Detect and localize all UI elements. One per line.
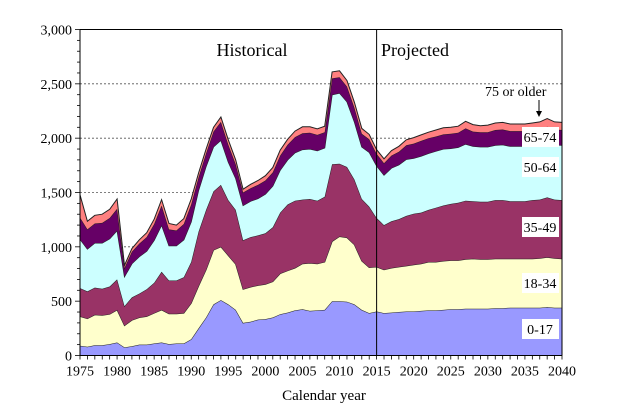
axis-ticks: 0 500 1,000 1,500 2,000 2,500 3,000 1975 1980 198… — [41, 24, 577, 380]
series-labels: 0-17 18-34 35-49 50-64 65-74 — [522, 127, 559, 339]
series-label-text: 50-64 — [524, 161, 557, 176]
y-tick-label: 3,000 — [41, 24, 73, 39]
region-label-historical: Historical — [217, 40, 288, 60]
x-tick-label: 2025 — [437, 365, 465, 380]
y-tick-label: 1,000 — [41, 241, 73, 256]
series-label-box — [522, 157, 559, 177]
x-tick-label: 2015 — [363, 365, 391, 380]
x-tick-label: 2005 — [288, 365, 316, 380]
series-label-50-64: 50-64 — [522, 157, 559, 177]
series-label-box — [522, 217, 559, 237]
x-tick-label: 2010 — [326, 365, 354, 380]
x-tick-label: 1990 — [177, 365, 205, 380]
x-tick-label: 2030 — [474, 365, 502, 380]
area-50-64 — [80, 93, 562, 307]
x-tick-label: 1975 — [66, 365, 94, 380]
area-18-34 — [80, 236, 562, 348]
x-tick-label: 2020 — [400, 365, 428, 380]
y-tick-label: 0 — [65, 350, 72, 365]
series-label-18-34: 18-34 — [522, 273, 559, 293]
series-label-text: 18-34 — [524, 277, 557, 292]
y-tick-label: 1,500 — [41, 187, 73, 202]
series-label-35-49: 35-49 — [522, 217, 559, 237]
series-label-0-17: 0-17 — [522, 319, 559, 339]
x-tick-label: 2040 — [548, 365, 576, 380]
x-tick-label: 1980 — [103, 365, 131, 380]
x-tick-label: 2035 — [511, 365, 539, 380]
series-label-text: 35-49 — [524, 221, 557, 236]
x-axis-title: Calendar year — [282, 388, 366, 404]
series-areas — [79, 70, 563, 356]
y-tick-label: 2,000 — [41, 132, 73, 147]
annotation-arrow — [536, 100, 542, 117]
y-tick-label: 500 — [51, 295, 72, 310]
series-label-box — [522, 127, 559, 147]
boundary-75-or-older — [79, 70, 563, 268]
x-tick-label: 1985 — [140, 365, 168, 380]
area-0-17 — [80, 300, 562, 356]
y-tick-label: 2,500 — [41, 78, 73, 93]
region-label-projected: Projected — [381, 40, 449, 60]
series-label-box — [522, 273, 559, 293]
annotation-75-or-older: 75 or older — [485, 85, 547, 100]
x-tick-label: 2000 — [251, 365, 279, 380]
area-35-49 — [80, 163, 562, 326]
series-label-box — [522, 319, 559, 339]
x-tick-label: 1995 — [214, 365, 242, 380]
series-label-text: 65-74 — [524, 131, 557, 146]
series-label-65-74: 65-74 — [522, 127, 559, 147]
series-label-text: 0-17 — [527, 323, 553, 338]
